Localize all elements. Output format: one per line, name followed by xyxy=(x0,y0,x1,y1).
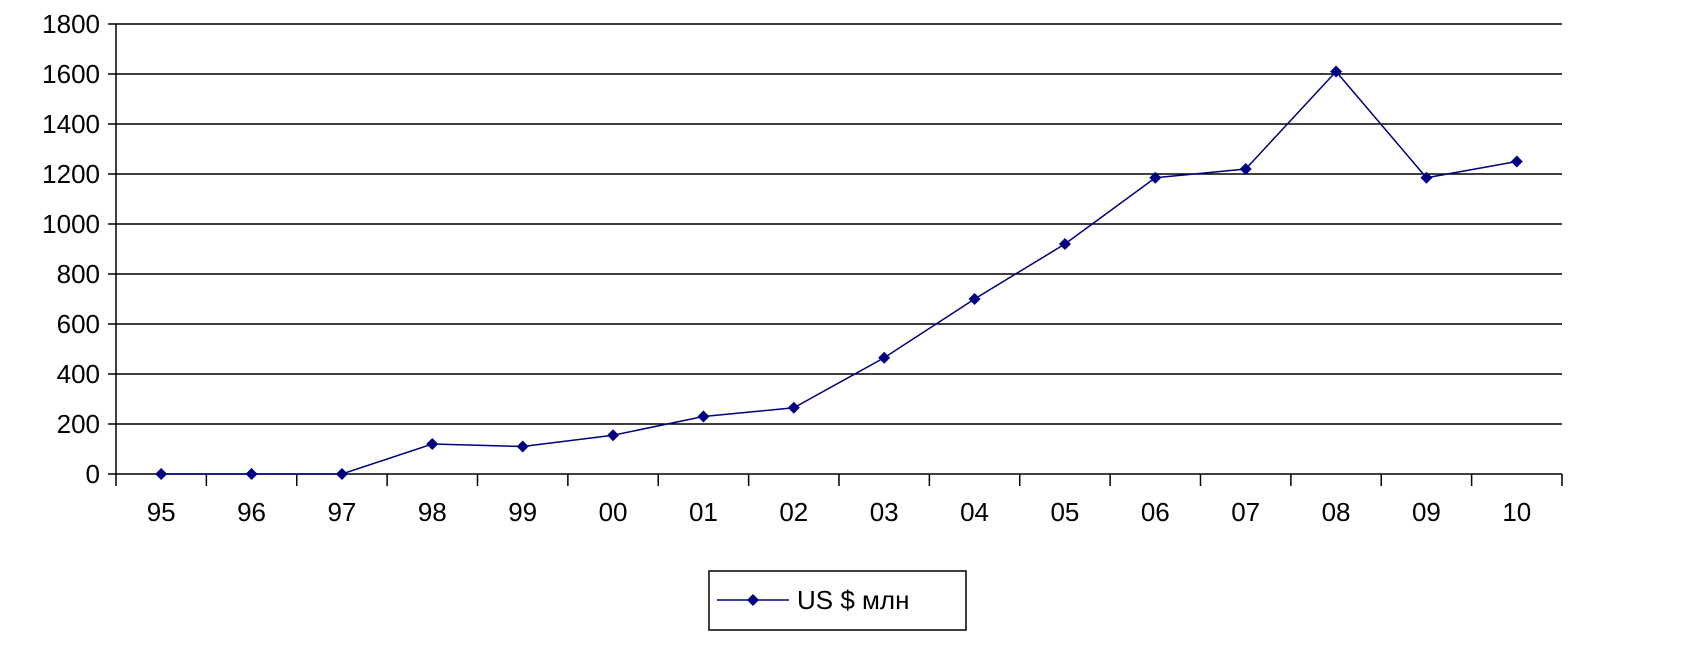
data-point-02 xyxy=(787,401,800,414)
series-us-dollar xyxy=(155,65,1523,480)
x-tick-label-05: 05 xyxy=(1050,497,1079,527)
y-tick-label-400: 400 xyxy=(57,359,100,389)
y-tick-label-1800: 1800 xyxy=(42,9,100,39)
data-point-00 xyxy=(607,429,620,442)
data-point-07 xyxy=(1239,163,1252,175)
series-line-0 xyxy=(161,70,1517,475)
x-tick-label-01: 01 xyxy=(689,497,718,527)
data-point-01 xyxy=(697,410,710,423)
x-tick-label-07: 07 xyxy=(1231,497,1260,527)
x-tick-label-00: 00 xyxy=(599,497,628,527)
data-point-06 xyxy=(1149,171,1162,184)
data-point-08 xyxy=(1330,65,1343,78)
x-tick-label-10: 10 xyxy=(1502,497,1531,527)
x-tick-label-96: 96 xyxy=(237,497,266,527)
x-tick-label-99: 99 xyxy=(508,497,537,527)
data-point-98 xyxy=(426,438,439,450)
y-tick-label-1400: 1400 xyxy=(42,109,100,139)
y-tick-label-1200: 1200 xyxy=(42,159,100,189)
x-tick-label-08: 08 xyxy=(1322,497,1351,527)
y-tick-label-800: 800 xyxy=(57,259,100,289)
y-axis-ticks: 0 200 400 600 800 1000 1200 1400 1600 1800 xyxy=(42,9,116,489)
data-point-95 xyxy=(155,468,168,480)
x-tick-label-09: 09 xyxy=(1412,497,1441,527)
data-point-97 xyxy=(335,468,348,480)
legend-label: US $ млн xyxy=(797,585,909,615)
data-point-05 xyxy=(1058,238,1071,250)
axes xyxy=(115,24,1562,475)
legend: US $ млн xyxy=(708,570,967,631)
legend-marker-diamond xyxy=(747,594,759,606)
data-point-04 xyxy=(968,293,981,305)
x-tick-label-03: 03 xyxy=(870,497,899,527)
x-tick-label-97: 97 xyxy=(327,497,356,527)
x-tick-label-02: 02 xyxy=(779,497,808,527)
y-tick-label-1000: 1000 xyxy=(42,209,100,239)
y-tick-label-600: 600 xyxy=(57,309,100,339)
gridlines xyxy=(116,23,1562,425)
data-point-09 xyxy=(1420,171,1433,184)
x-tick-label-06: 06 xyxy=(1141,497,1170,527)
x-tick-label-98: 98 xyxy=(418,497,447,527)
data-point-10 xyxy=(1510,155,1523,168)
data-point-03 xyxy=(878,351,891,364)
x-axis-ticks: 95 96 97 98 99 00 01 02 03 04 05 06 07 08 09 10 xyxy=(115,474,1563,527)
y-tick-label-1600: 1600 xyxy=(42,59,100,89)
x-tick-label-95: 95 xyxy=(147,497,176,527)
data-point-99 xyxy=(516,440,529,453)
y-tick-label-0: 0 xyxy=(86,459,100,489)
y-tick-label-200: 200 xyxy=(57,409,100,439)
x-tick-label-04: 04 xyxy=(960,497,989,527)
data-point-96 xyxy=(245,468,258,480)
